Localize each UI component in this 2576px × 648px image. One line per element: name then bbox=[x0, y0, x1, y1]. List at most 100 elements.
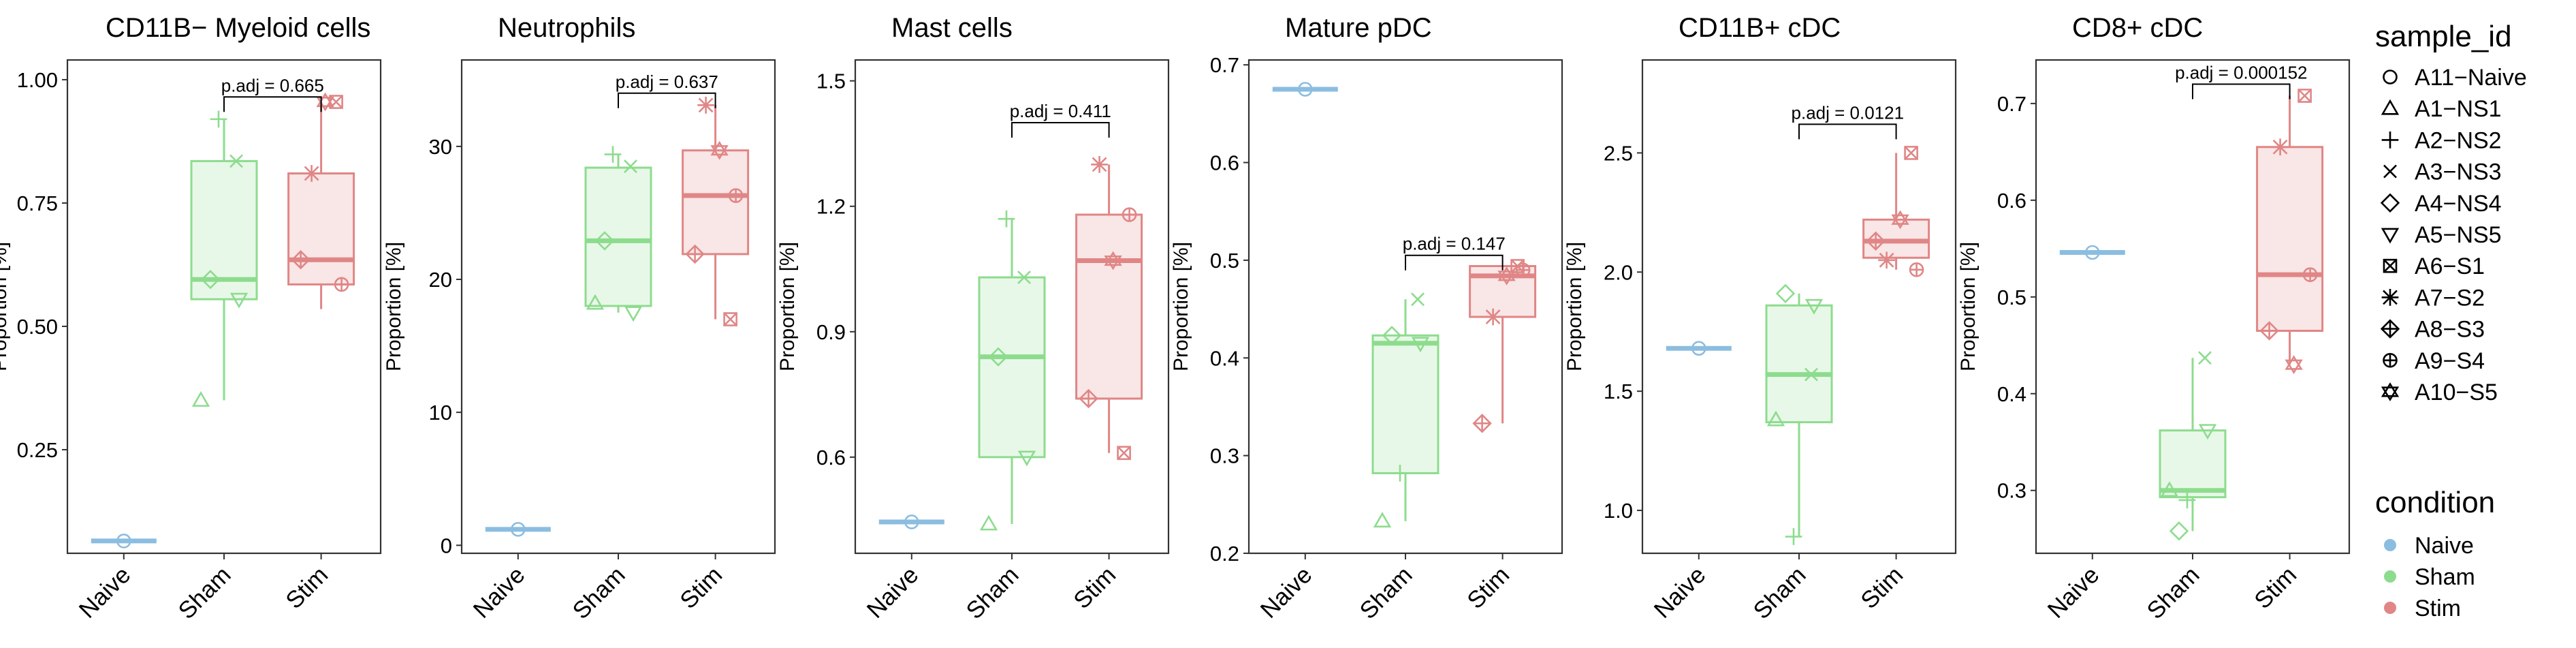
legend-sample-label: A4−NS4 bbox=[2415, 191, 2502, 217]
panel-frame bbox=[66, 59, 382, 555]
x-tick-label: Stim bbox=[2249, 561, 2302, 614]
x-tick-label: Stim bbox=[675, 561, 727, 614]
legend-marker bbox=[2383, 258, 2398, 273]
marker-triangle bbox=[191, 391, 210, 407]
legend-condition-label: Naive bbox=[2415, 533, 2474, 559]
marker-diamond bbox=[594, 231, 615, 251]
marker-square bbox=[1904, 146, 1918, 160]
marker-plus bbox=[998, 210, 1015, 228]
marker-square bbox=[2383, 258, 2398, 273]
marker-circle-plus bbox=[1123, 208, 1136, 221]
comparison-bracket bbox=[618, 92, 716, 108]
data-point bbox=[586, 294, 605, 310]
x-tick-label: Stim bbox=[1462, 561, 1514, 614]
data-point bbox=[2198, 351, 2212, 365]
data-point bbox=[2160, 481, 2179, 497]
panel-5: CD11B+ cDC Proportion [%] 1.0 1.5 2.0 2.5 p.ad… bbox=[1563, 13, 1957, 624]
box-stim bbox=[1469, 265, 1537, 424]
legend-sample-label: A7−S2 bbox=[2415, 285, 2485, 311]
y-tick-label: 0.6 bbox=[1997, 189, 2026, 213]
data-point bbox=[1866, 231, 1886, 251]
data-point bbox=[1391, 465, 1409, 482]
marker-triangle bbox=[979, 514, 998, 531]
marker-plus bbox=[2381, 132, 2399, 149]
panel-title: Mature pDC bbox=[1285, 13, 1432, 43]
marker-circle bbox=[2383, 70, 2398, 84]
marker-diamond-plus bbox=[1474, 414, 1491, 432]
data-point bbox=[1298, 82, 1313, 97]
marker-triangle bbox=[586, 294, 605, 310]
box-sham bbox=[1371, 299, 1440, 521]
data-point bbox=[979, 514, 998, 531]
data-point bbox=[1804, 367, 1818, 382]
marker-square-x bbox=[2297, 89, 2312, 103]
data-point bbox=[904, 514, 919, 529]
legend-sample-label: A2−NS2 bbox=[2415, 127, 2502, 153]
marker-triangle bbox=[1017, 450, 1036, 467]
marker-diamond-plus bbox=[686, 245, 703, 263]
marker-plus bbox=[1785, 528, 1802, 545]
marker-diamond bbox=[1382, 326, 1402, 345]
data-point bbox=[2085, 245, 2100, 260]
marker-diamond-plus bbox=[292, 251, 309, 268]
x-tick-label: Naive bbox=[1649, 561, 1711, 623]
box-body bbox=[1371, 334, 1440, 474]
box-sham bbox=[1765, 293, 1833, 537]
marker-asterisk bbox=[2272, 138, 2289, 156]
y-axis-label: Proportion [%] bbox=[1563, 242, 1586, 371]
panel-6: CD8+ cDC Proportion [%] 0.3 0.4 0.5 0.6 0.7 p.a… bbox=[1957, 13, 2351, 624]
panel-3: Mast cells Proportion [%] 0.6 0.9 1.2 1.5 p.ad… bbox=[776, 13, 1170, 624]
panel-1: CD11B− Myeloid cells Proportion [%] 0.25 0.… bbox=[0, 13, 382, 624]
x-tick-label: Sham bbox=[1354, 561, 1417, 624]
marker-triangle-up bbox=[1891, 210, 1909, 225]
box-sham bbox=[584, 154, 652, 313]
y-tick-label: 0.75 bbox=[17, 191, 58, 215]
panel-2: Neutrophils Proportion [%] 0 10 20 30 p.adj = … bbox=[383, 13, 776, 624]
legend-marker bbox=[2381, 382, 2400, 401]
marker-cross bbox=[1017, 271, 1031, 284]
y-tick-label: 2.0 bbox=[1604, 260, 1633, 284]
comparison-label: p.adj = 0.665 bbox=[221, 75, 324, 95]
legend-sample-label: A5−NS5 bbox=[2415, 222, 2502, 248]
y-axis-label: Proportion [%] bbox=[1957, 242, 1979, 371]
y-axis-label: Proportion [%] bbox=[776, 242, 799, 371]
marker-square-x bbox=[1904, 146, 1918, 160]
legend-sample-label: A6−S1 bbox=[2415, 253, 2485, 279]
data-point bbox=[291, 250, 311, 270]
marker-plus bbox=[2178, 491, 2196, 509]
y-tick-label: 0.9 bbox=[816, 320, 846, 344]
y-tick-label: 0.4 bbox=[1210, 346, 1239, 370]
data-point bbox=[1122, 207, 1137, 222]
data-point bbox=[1411, 337, 1430, 353]
data-point bbox=[624, 306, 643, 322]
marker-asterisk bbox=[2381, 289, 2399, 306]
legend-marker bbox=[2380, 193, 2400, 213]
marker-diamond bbox=[2169, 521, 2189, 541]
data-point bbox=[210, 110, 227, 128]
data-point bbox=[1878, 251, 1895, 269]
comparison-label: p.adj = 0.0121 bbox=[1792, 102, 1905, 123]
legend-condition-label: Sham bbox=[2415, 564, 2475, 590]
x-tick-label: Stim bbox=[281, 561, 333, 614]
legend-condition-swatch bbox=[2384, 570, 2396, 583]
data-point bbox=[303, 165, 320, 182]
y-tick-label: 1.0 bbox=[1604, 499, 1633, 523]
data-point bbox=[697, 97, 714, 114]
panel-4: Mature pDC Proportion [%] 0.2 0.3 0.4 0.5 0.6 0… bbox=[1170, 13, 1563, 624]
legend-marker bbox=[2381, 228, 2400, 244]
box-body bbox=[287, 172, 355, 286]
marker-triangle-up bbox=[2285, 355, 2303, 370]
y-tick-label: 0.7 bbox=[1997, 92, 2026, 116]
y-tick-label: 0.3 bbox=[1997, 479, 2026, 503]
data-point bbox=[1017, 450, 1036, 467]
marker-square bbox=[1117, 446, 1131, 461]
legend-marker bbox=[2380, 319, 2400, 339]
data-point bbox=[2169, 521, 2189, 541]
data-point bbox=[1382, 326, 1402, 345]
data-point bbox=[1766, 410, 1785, 427]
marker-cross bbox=[1804, 367, 1818, 382]
data-point bbox=[685, 244, 705, 264]
legend-marker bbox=[2383, 352, 2398, 368]
box-stim bbox=[2256, 95, 2324, 365]
x-tick-label: Sham bbox=[2142, 561, 2204, 624]
